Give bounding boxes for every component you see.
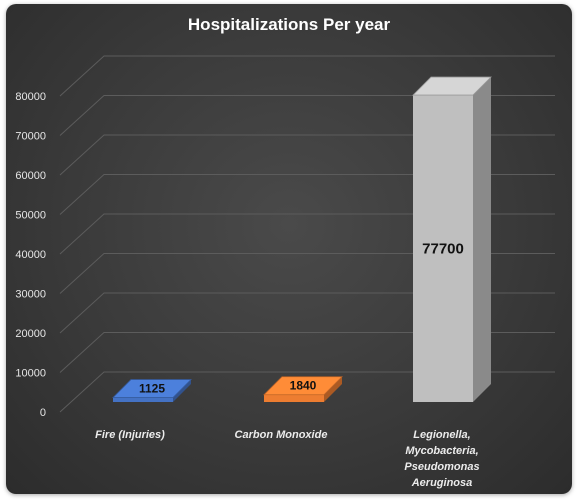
gridline bbox=[59, 292, 555, 334]
data-label: 77700 bbox=[422, 241, 464, 258]
bars: 1125 1840 77700 bbox=[112, 76, 492, 403]
x-category-label-line: Mycobacteria, bbox=[405, 445, 478, 457]
gridline bbox=[59, 371, 555, 413]
gridline bbox=[59, 213, 555, 255]
bar bbox=[112, 379, 192, 402]
y-tick-label: 60000 bbox=[15, 170, 46, 182]
x-category-label: Carbon Monoxide bbox=[235, 429, 328, 441]
bar bbox=[412, 76, 492, 403]
gridline bbox=[59, 95, 555, 136]
x-category-label: Fire (Injuries) bbox=[95, 429, 165, 441]
data-label: 1840 bbox=[290, 379, 317, 393]
x-category-label-line: Aeruginosa bbox=[411, 477, 473, 489]
gridline bbox=[59, 134, 555, 176]
gridline bbox=[59, 174, 555, 215]
bar-top bbox=[112, 379, 192, 398]
x-category-label-line: Legionella, bbox=[413, 429, 470, 441]
bar-top bbox=[263, 376, 343, 396]
bar bbox=[263, 376, 343, 402]
bar-front bbox=[113, 397, 173, 402]
y-tick-label: 0 bbox=[40, 407, 46, 419]
y-tick-label: 10000 bbox=[15, 368, 46, 380]
y-tick-label: 30000 bbox=[15, 289, 46, 301]
x-category-label: Legionella, Mycobacteria, Pseudomonas Aerug… bbox=[404, 429, 479, 489]
bar-top bbox=[412, 76, 492, 96]
y-axis-tick-labels: 0 10000 20000 30000 40000 50000 60000 70000 8000… bbox=[15, 91, 46, 419]
bar-side bbox=[324, 376, 342, 402]
data-label: 1125 bbox=[139, 382, 165, 396]
y-tick-label: 50000 bbox=[15, 210, 46, 222]
x-category-label-line: Carbon Monoxide bbox=[235, 429, 328, 441]
y-tick-label: 80000 bbox=[15, 91, 46, 103]
chart-title: Hospitalizations Per year bbox=[188, 15, 391, 34]
bar-front bbox=[413, 95, 473, 403]
x-category-label-line: Pseudomonas bbox=[404, 461, 479, 473]
gridline bbox=[59, 55, 555, 97]
y-tick-label: 20000 bbox=[15, 328, 46, 340]
gridlines bbox=[59, 55, 555, 413]
bar-side bbox=[173, 379, 191, 402]
y-tick-label: 40000 bbox=[15, 249, 46, 261]
bar-side bbox=[473, 77, 491, 403]
gridline bbox=[59, 253, 555, 294]
gridline bbox=[59, 332, 555, 373]
bar-front bbox=[264, 394, 324, 402]
x-axis-category-labels: Fire (Injuries) Carbon Monoxide Legionella… bbox=[95, 429, 479, 489]
x-category-label-line: Fire (Injuries) bbox=[95, 429, 165, 441]
y-tick-label: 70000 bbox=[15, 131, 46, 143]
